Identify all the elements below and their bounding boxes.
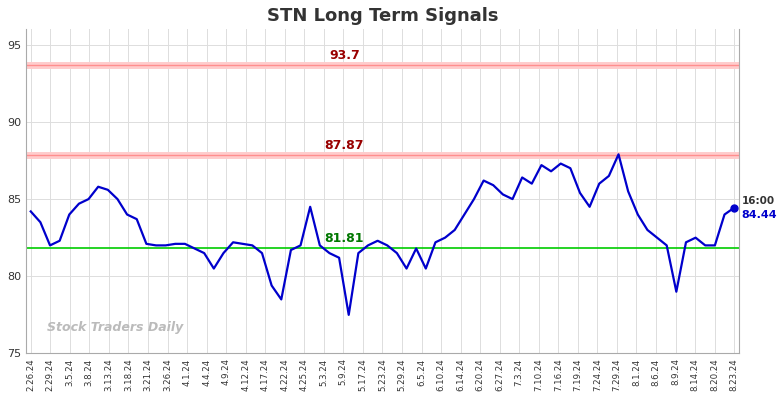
Text: Stock Traders Daily: Stock Traders Daily <box>47 321 183 334</box>
Title: STN Long Term Signals: STN Long Term Signals <box>267 7 498 25</box>
Text: 16:00: 16:00 <box>742 196 775 206</box>
Text: 81.81: 81.81 <box>325 232 365 245</box>
Text: 93.7: 93.7 <box>329 49 360 62</box>
Text: 84.44: 84.44 <box>742 211 778 220</box>
Text: 87.87: 87.87 <box>325 139 365 152</box>
